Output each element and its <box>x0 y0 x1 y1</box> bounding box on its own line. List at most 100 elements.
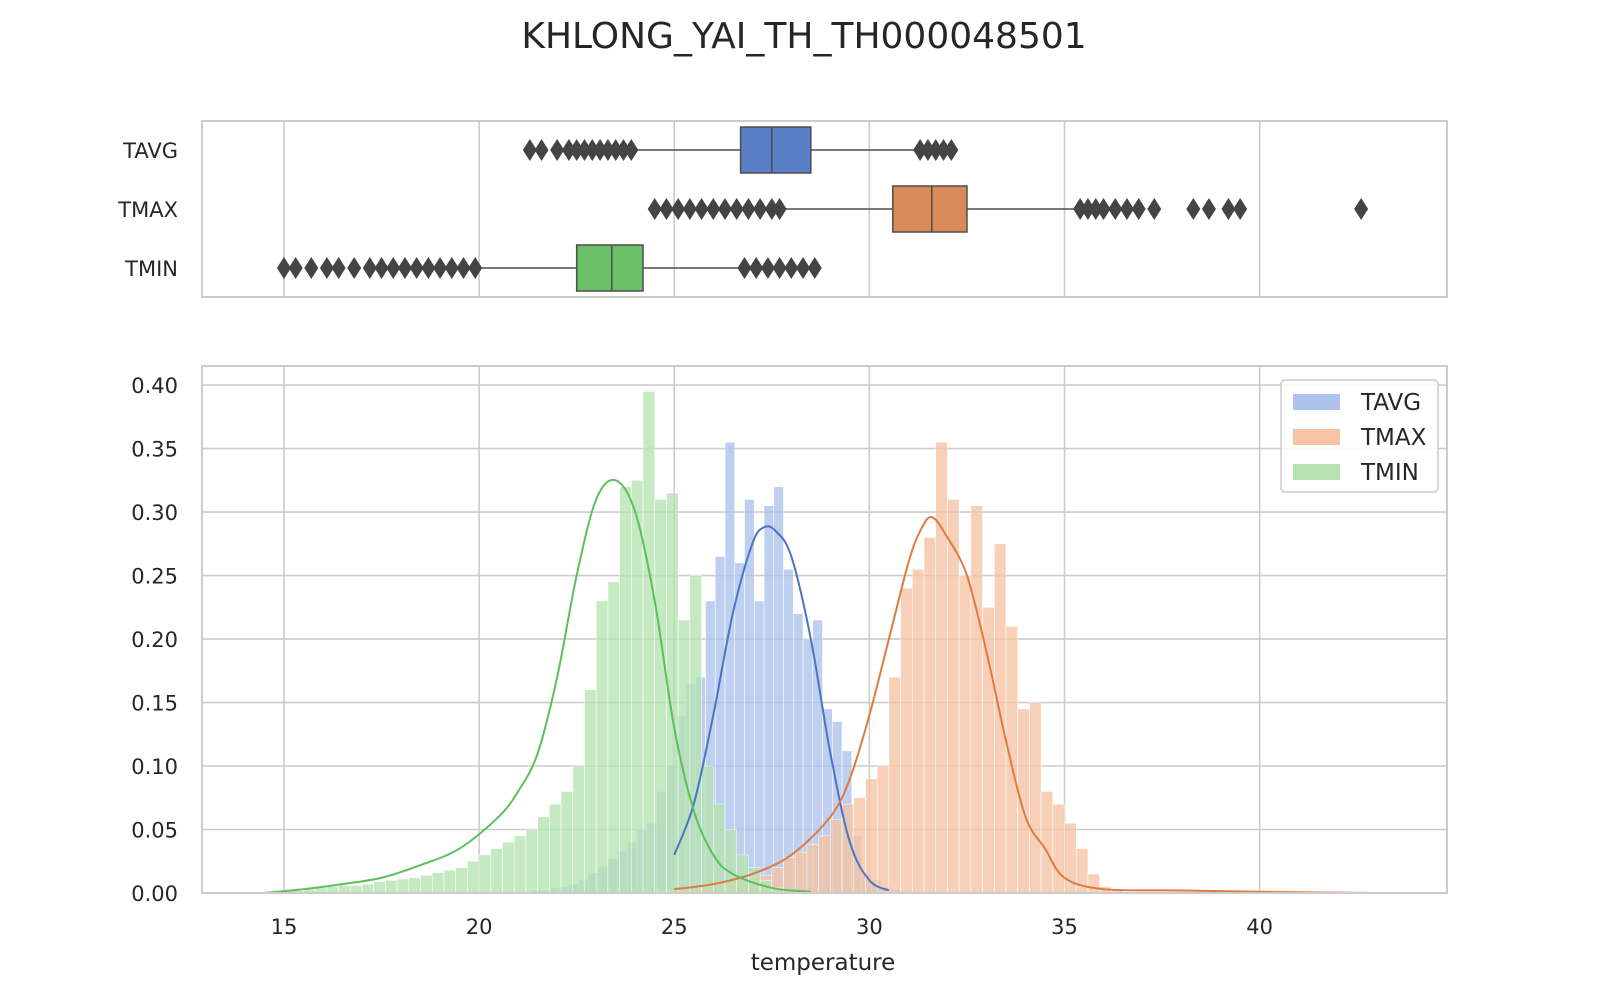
y-tick-label: 0.20 <box>131 628 178 652</box>
box-outlier <box>741 198 756 220</box>
y-tick-label: 0.40 <box>131 374 178 398</box>
histogram-bar <box>467 860 480 894</box>
histogram-bar <box>1087 873 1100 894</box>
boxplot-category-label: TMAX <box>117 198 178 222</box>
y-tick-label: 0.15 <box>131 692 178 716</box>
histogram-bar <box>642 391 656 894</box>
histogram-bar <box>1052 803 1065 894</box>
box-outlier <box>561 139 576 161</box>
box-outlier <box>1080 198 1095 220</box>
histogram-bar <box>572 765 585 894</box>
y-tick-label: 0.35 <box>131 438 178 462</box>
boxplot-panel: TAVG TMAX TMIN <box>117 120 1448 298</box>
box-outlier <box>913 139 928 161</box>
box-outlier <box>608 139 623 161</box>
histogram-bar <box>830 819 843 894</box>
y-tick-label: 0.05 <box>131 819 178 843</box>
histogram-bar <box>744 499 755 894</box>
box-outlier <box>304 257 319 279</box>
x-tick-label: 35 <box>1051 915 1078 939</box>
histogram-bar <box>385 880 398 894</box>
x-tick-label: 20 <box>466 915 493 939</box>
histogram-bar <box>712 803 726 894</box>
box-outlier <box>550 139 565 161</box>
histogram-bar <box>338 885 351 894</box>
histogram-bar <box>935 441 948 894</box>
x-tick-label: 15 <box>271 915 298 939</box>
box-outlier <box>1088 198 1103 220</box>
histogram-bar <box>513 835 527 894</box>
box-iqr <box>739 126 812 174</box>
histogram-tmax <box>654 441 1124 894</box>
distribution-panel: 0.00 0.05 0.10 0.15 0.20 0.25 0.30 0.35 0.40 15 20… <box>131 365 1448 939</box>
histogram-bar <box>982 606 995 894</box>
box-outlier <box>749 257 764 279</box>
box-outlier <box>319 257 334 279</box>
box-outlier <box>920 139 935 161</box>
kde-curve-tavg <box>673 525 890 892</box>
box-outlier <box>386 257 401 279</box>
box-outlier <box>397 257 412 279</box>
box-outlier <box>706 198 721 220</box>
histogram-bar <box>420 874 433 894</box>
box-outlier <box>347 257 362 279</box>
histogram-bar <box>689 575 702 894</box>
box-outlier <box>362 257 377 279</box>
y-tick-label: 0.25 <box>131 565 178 589</box>
histogram-bar <box>724 441 736 894</box>
histogram-bar <box>876 765 890 894</box>
x-tick-label: 25 <box>661 915 688 939</box>
box-outlier <box>288 257 303 279</box>
histogram-bar <box>794 852 808 894</box>
box-outlier <box>760 257 775 279</box>
histogram-bar <box>1017 708 1030 894</box>
legend-swatch <box>1293 394 1340 410</box>
distribution-frame <box>201 365 1448 894</box>
histogram-bar <box>806 844 819 894</box>
x-tick-label: 30 <box>856 915 883 939</box>
histogram-bar <box>1040 791 1054 894</box>
box-outlier <box>624 139 639 161</box>
legend-label: TAVG <box>1360 390 1421 416</box>
box-outlier <box>276 257 291 279</box>
legend-swatch <box>1293 464 1340 480</box>
y-tick-label: 0.00 <box>131 882 178 906</box>
histogram-bar <box>900 587 913 894</box>
box-iqr <box>575 244 644 292</box>
box-outlier <box>444 257 459 279</box>
boxplot-tmin <box>276 244 822 292</box>
box-outlier <box>772 198 787 220</box>
histogram-bar <box>701 765 714 894</box>
histogram-bar <box>923 537 937 894</box>
histogram-bar <box>595 600 609 894</box>
box-outlier <box>753 198 768 220</box>
box-outlier <box>928 139 943 161</box>
histogram-bar <box>350 885 363 894</box>
histogram-bar <box>607 581 620 894</box>
histogram-bar <box>1005 626 1018 894</box>
box-iqr <box>892 185 968 233</box>
histogram-bar <box>912 568 925 894</box>
box-outlier <box>1354 198 1369 220</box>
box-outlier <box>1147 198 1162 220</box>
histogram-bar <box>490 848 503 894</box>
box-outlier <box>764 198 779 220</box>
box-outlier <box>421 257 436 279</box>
histogram-bar <box>1029 702 1042 894</box>
histogram-bar <box>958 575 972 894</box>
box-outlier <box>1201 198 1216 220</box>
legend: TAVG TMAX TMIN <box>1280 379 1439 493</box>
histogram-bar <box>724 829 737 894</box>
histogram-bar <box>408 877 421 894</box>
histogram-bar <box>947 499 960 894</box>
box-outlier <box>717 198 732 220</box>
y-tick-label: 0.10 <box>131 755 178 779</box>
histogram-bar <box>753 600 765 894</box>
histogram-bar <box>549 803 562 894</box>
x-tick-label: 40 <box>1246 915 1273 939</box>
histogram-bar <box>373 881 386 894</box>
box-outlier <box>593 139 608 161</box>
y-tick-label: 0.30 <box>131 501 178 525</box>
histogram-bar <box>763 505 775 894</box>
box-outlier <box>784 257 799 279</box>
